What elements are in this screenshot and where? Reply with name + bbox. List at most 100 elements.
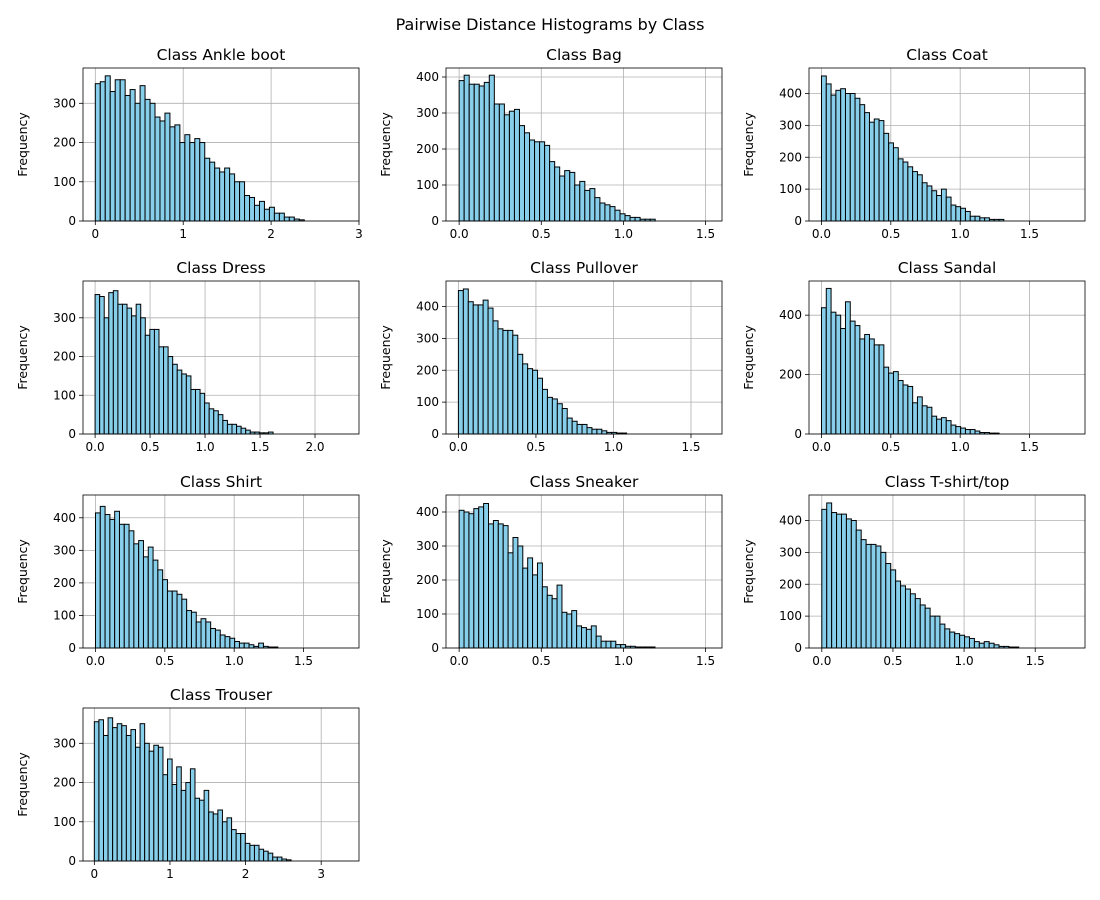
histogram-bar — [931, 415, 938, 435]
histogram-bar — [212, 813, 219, 862]
histogram-bar — [902, 161, 909, 222]
histogram-bar — [950, 424, 957, 435]
y-tick-label: 0 — [794, 427, 802, 441]
histogram-bar — [522, 363, 529, 435]
y-tick-label: 200 — [416, 142, 439, 156]
axes-frame — [445, 280, 723, 435]
x-tick-label: 1.5 — [696, 654, 715, 668]
histogram-bar — [229, 173, 236, 222]
y-tick-label: 400 — [416, 300, 439, 314]
histogram-bar — [988, 642, 995, 649]
x-tick-label: 1.0 — [951, 440, 970, 454]
histogram-bar — [203, 789, 210, 862]
axes-frame — [445, 494, 723, 649]
histogram-bar — [107, 717, 114, 862]
histogram-bar — [820, 307, 827, 435]
histogram-bar — [468, 83, 475, 222]
histogram-bar — [142, 556, 149, 649]
histogram-bar — [139, 723, 146, 862]
y-tick-label: 400 — [779, 514, 802, 528]
histogram-bar — [983, 641, 990, 649]
y-tick-label: 200 — [53, 576, 76, 590]
histogram-bar — [522, 567, 529, 649]
x-tick-label: 0.0 — [812, 654, 831, 668]
x-tick-label: 1.0 — [951, 227, 970, 241]
histogram-bar — [571, 610, 578, 649]
panel-title: Class Bag — [546, 46, 622, 64]
histogram-bar — [596, 428, 603, 435]
histogram-bar — [236, 425, 242, 435]
histogram-bar — [960, 427, 966, 435]
x-tick-label: 0.5 — [141, 440, 160, 454]
histogram-bar — [267, 852, 274, 862]
histogram-bar — [579, 180, 586, 222]
y-axis-label: Frequency — [741, 325, 756, 390]
histogram-bar — [821, 508, 828, 649]
x-tick-label: 0.5 — [881, 440, 900, 454]
histogram-bar — [462, 288, 469, 435]
histogram-bar — [112, 290, 119, 435]
histogram-bar — [566, 613, 573, 649]
y-tick-label: 400 — [53, 511, 76, 525]
histogram-bar — [208, 811, 214, 862]
y-tick-label: 0 — [68, 214, 76, 228]
histogram-bar — [955, 206, 962, 222]
histogram-bar — [263, 850, 269, 862]
histogram-bar — [954, 633, 961, 649]
histogram-bar — [129, 89, 136, 222]
histogram-bar — [248, 644, 255, 649]
histogram-bar — [176, 766, 182, 862]
histogram-bar — [226, 423, 233, 435]
histogram-bar — [589, 188, 596, 222]
histogram-bar — [873, 344, 880, 435]
histogram-bar — [503, 114, 510, 222]
y-tick-label: 300 — [779, 545, 802, 559]
histogram-bar — [217, 809, 223, 862]
histogram-bar — [208, 408, 215, 435]
histogram-bar — [865, 543, 872, 649]
x-tick-label: 1.0 — [955, 654, 974, 668]
histogram-bar — [226, 817, 233, 862]
x-tick-label: 1.0 — [196, 440, 215, 454]
histogram-bar — [919, 604, 926, 649]
y-tick-label: 200 — [53, 776, 76, 790]
panel-title: Class Trouser — [170, 686, 273, 704]
histogram-bar — [144, 742, 150, 862]
histogram-bar — [609, 206, 616, 222]
histogram-bar — [875, 545, 882, 649]
histogram-bar — [934, 615, 941, 649]
x-tick-label: 0.0 — [449, 440, 468, 454]
y-tick-label: 300 — [779, 118, 802, 132]
histogram-bar — [482, 299, 489, 435]
histogram-bar — [152, 559, 159, 649]
y-axis-label: Frequency — [741, 112, 756, 177]
panel-title: Class Coat — [906, 46, 988, 64]
histogram-bar — [123, 523, 130, 649]
histogram-bar — [845, 518, 852, 649]
histogram-bar — [556, 403, 563, 435]
histogram-bar — [103, 317, 110, 435]
panel-title: Class Pullover — [530, 259, 638, 277]
histogram-bar — [199, 142, 206, 222]
x-tick-label: 1.0 — [614, 227, 633, 241]
histogram-bar — [883, 132, 890, 222]
histogram-bar — [181, 373, 187, 435]
histogram-bar — [213, 410, 219, 435]
histogram-bar — [128, 530, 135, 649]
histogram-bar — [523, 132, 531, 222]
y-tick-label: 0 — [794, 641, 802, 655]
histogram-bar — [234, 181, 241, 222]
axes-frame — [82, 494, 360, 649]
histogram-bar — [883, 366, 890, 435]
histogram-bar — [116, 723, 123, 862]
x-tick-label: 0.0 — [812, 440, 831, 454]
histogram-bar — [478, 85, 485, 222]
histogram-bar — [944, 628, 951, 649]
histogram-bar — [249, 844, 255, 862]
histogram-bar — [541, 586, 548, 649]
histogram-bar — [117, 303, 123, 435]
histogram-bar — [517, 545, 524, 649]
histogram-bar — [517, 353, 524, 435]
histogram-bar — [993, 644, 1000, 649]
histogram-bar — [200, 618, 207, 649]
